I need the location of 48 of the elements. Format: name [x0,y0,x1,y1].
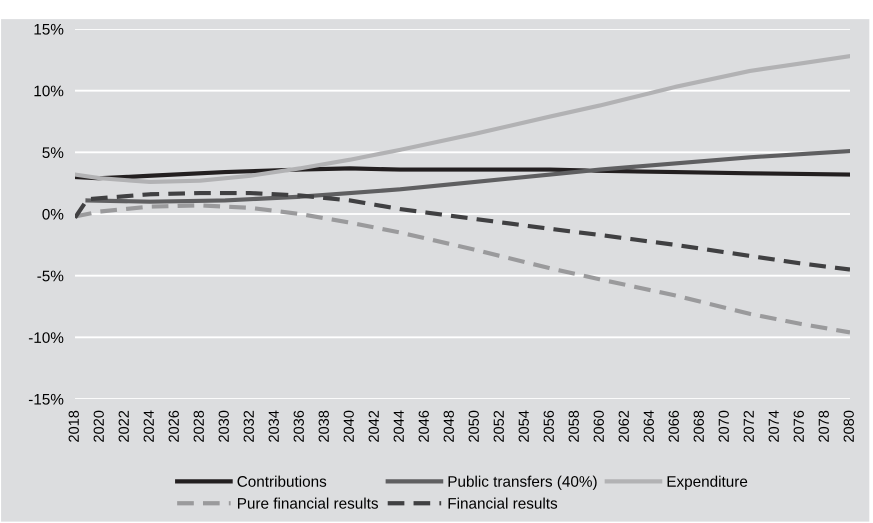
y-tick-label: 10% [34,86,64,96]
x-tick-label: 2070 [718,410,729,442]
x-tick-label: 2058 [568,410,579,442]
x-tick-label: 2018 [68,410,79,442]
x-tick-label: 2024 [144,410,154,442]
x-tick-label: 2044 [394,410,404,442]
x-tick-label: 2048 [444,410,454,442]
x-tick-label: 2074 [768,410,779,442]
legend-label: Contributions [238,476,326,487]
y-tick-label: 15% [34,24,64,35]
y-tick-label: 0% [42,208,64,220]
x-tick-label: 2052 [494,410,504,442]
legend-label: Financial results [448,498,558,509]
y-tick-label: -10% [28,332,64,344]
line-series [75,54,850,184]
x-tick-label: 2072 [744,410,754,442]
x-tick-label: 2046 [418,410,429,442]
x-tick-label: 2038 [318,410,329,442]
y-tick-label: -5% [37,270,64,282]
y-tick-label: 5% [42,147,64,158]
x-tick-label: 2064 [644,410,654,442]
x-tick-label: 2026 [168,410,179,442]
x-tick-label: 2040 [344,410,354,442]
x-tick-label: 2076 [794,410,804,442]
x-tick-label: 2060 [594,410,604,442]
legend-label: Expenditure [668,476,748,490]
x-tick-label: 2020 [94,410,104,442]
line-series [85,149,850,204]
x-tick-label: 2034 [268,410,279,442]
y-tick-label: -15% [28,394,64,405]
x-tick-label: 2036 [294,410,304,442]
x-tick-label: 2042 [368,410,379,442]
legend-label: Public transfers (40%) [448,476,597,490]
x-tick-label: 2068 [694,410,704,442]
x-tick-label: 2062 [618,410,629,442]
legend-label: Pure financial results [238,498,378,509]
x-tick-label: 2022 [118,410,129,442]
x-tick-label: 2066 [668,410,679,442]
x-tick-label: 2032 [244,410,254,442]
line-series [75,190,850,272]
x-tick-label: 2056 [544,410,554,442]
x-tick-label: 2078 [818,410,829,442]
x-tick-label: 2030 [218,410,229,442]
x-tick-label: 2054 [518,410,529,442]
x-tick-label: 2080 [844,410,854,442]
x-tick-label: 2050 [468,410,479,442]
x-tick-label: 2028 [194,410,204,442]
line-series [75,203,850,334]
